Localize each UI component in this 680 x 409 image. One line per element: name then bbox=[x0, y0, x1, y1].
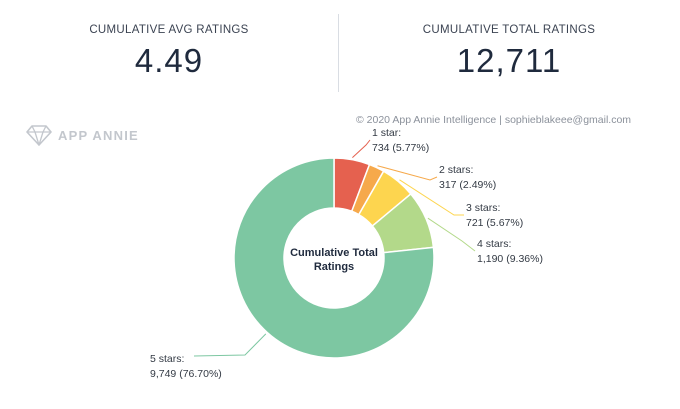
leader-line-5 bbox=[193, 333, 267, 357]
avg-ratings-panel: CUMULATIVE AVG RATINGS 4.49 bbox=[0, 0, 338, 92]
diamond-logo-icon bbox=[26, 125, 52, 146]
avg-ratings-label: CUMULATIVE AVG RATINGS bbox=[89, 24, 249, 36]
slice-label-1: 1 star: 734 (5.77%) bbox=[372, 127, 429, 154]
stats-divider bbox=[338, 14, 339, 92]
slice-label-5: 5 stars: 9,749 (76.70%) bbox=[150, 353, 222, 380]
slice-label-3: 3 stars: 721 (5.67%) bbox=[466, 202, 523, 229]
app-annie-logo: APP ANNIE bbox=[26, 124, 139, 146]
leader-line-2 bbox=[377, 165, 438, 181]
slice-label-4: 4 stars: 1,190 (9.36%) bbox=[477, 238, 543, 265]
avg-ratings-value: 4.49 bbox=[134, 42, 204, 79]
leader-line-1 bbox=[352, 139, 371, 159]
total-ratings-value: 12,711 bbox=[456, 42, 562, 79]
donut-center-label: Cumulative Total Ratings bbox=[290, 247, 378, 273]
leader-line-4 bbox=[427, 217, 476, 252]
slice-label-2: 2 stars: 317 (2.49%) bbox=[439, 164, 496, 191]
slice-5[interactable] bbox=[233, 157, 435, 359]
total-ratings-label: CUMULATIVE TOTAL RATINGS bbox=[422, 24, 596, 36]
leader-line-3 bbox=[399, 179, 464, 216]
total-ratings-panel: CUMULATIVE TOTAL RATINGS 12,711 bbox=[338, 0, 680, 92]
copyright-notice: © 2020 App Annie Intelligence | sophiebl… bbox=[356, 114, 632, 126]
logo-text: APP ANNIE bbox=[58, 127, 139, 143]
